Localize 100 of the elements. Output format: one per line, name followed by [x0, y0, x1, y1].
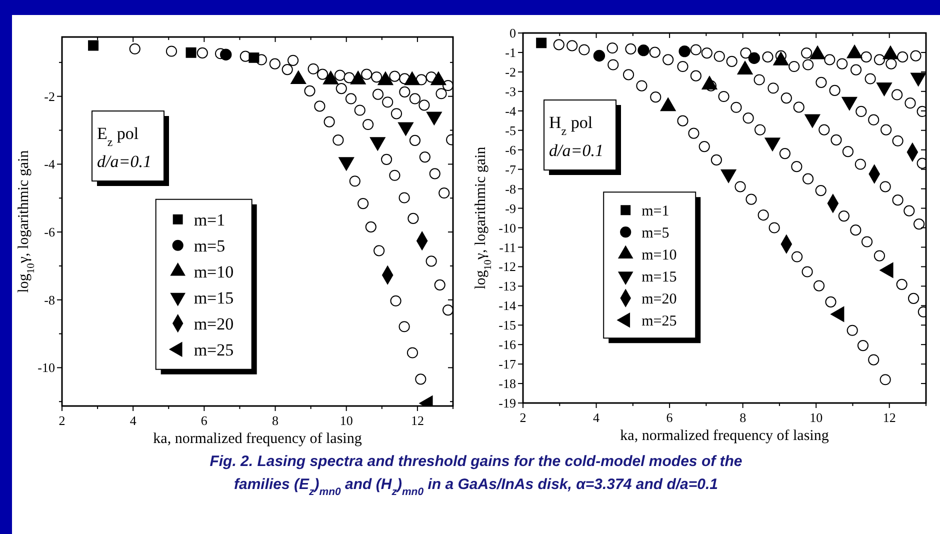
y-tick-label: -2 — [505, 64, 516, 80]
legend-label: m=1 — [642, 203, 670, 220]
x-tick-label: 10 — [340, 413, 353, 428]
point — [288, 54, 299, 66]
point — [415, 374, 426, 385]
caption: Fig. 2. Lasing spectra and threshold gains for the cold-model modes of the — [210, 453, 742, 470]
y-tick-label: 0 — [510, 26, 516, 41]
point — [358, 198, 369, 210]
y-tick-label: -11 — [499, 240, 516, 255]
point — [380, 154, 392, 165]
y-tick-label: -10 — [38, 360, 55, 376]
point — [442, 304, 453, 316]
y-tick-label: -8 — [505, 181, 516, 196]
y-tick-label: -1 — [505, 45, 516, 60]
legend-label: m=20 — [642, 291, 677, 308]
point — [389, 170, 400, 181]
point — [332, 134, 344, 146]
point — [282, 64, 293, 76]
x-tick-label: 4 — [593, 410, 600, 425]
legend-label: m=10 — [194, 262, 234, 282]
legend-label: m=25 — [642, 313, 677, 330]
x-tick-label: 12 — [882, 410, 896, 425]
legend-label: m=10 — [642, 247, 677, 264]
point — [349, 176, 360, 187]
y-tick-label: -5 — [505, 122, 516, 138]
point — [186, 47, 196, 58]
x-tick-label: 4 — [130, 413, 137, 428]
y-tick-label: -7 — [505, 162, 516, 177]
point — [398, 192, 410, 204]
x-tick-label: 6 — [666, 410, 674, 425]
annotation: H$_{z}$ pol — [549, 113, 593, 138]
point — [196, 47, 208, 58]
y-tick-label: -12 — [498, 259, 516, 274]
annotation: d/a=0.1 — [549, 141, 604, 160]
point — [419, 152, 430, 163]
y-tick-label: -10 — [498, 220, 516, 236]
legend-label: m=15 — [642, 269, 677, 286]
x-tick-label: 12 — [410, 413, 424, 428]
point — [372, 88, 384, 100]
y-tick-label: -19 — [498, 396, 516, 411]
legend-label: m=5 — [194, 236, 226, 256]
x-tick-label: 2 — [520, 410, 526, 425]
y-tick-label: -18 — [498, 376, 516, 392]
legend-label: m=25 — [194, 340, 234, 360]
point — [406, 347, 418, 358]
y-tick-label: -14 — [498, 298, 516, 314]
annotation: E$_{z}$ pol — [97, 124, 139, 149]
point — [390, 108, 402, 120]
text: families (E$_{z}$)$_{mn0}$ and (H$_{z}$)$_{mn0}$ in a GaAs/InAs disk, α=3.374 and d/a=0.1 — [234, 476, 718, 498]
legend-label: m=20 — [194, 314, 234, 334]
point — [398, 321, 410, 332]
y-tick-label: -13 — [498, 278, 516, 294]
y-tick-label: -15 — [498, 318, 516, 333]
legend-label: m=1 — [194, 210, 226, 230]
point — [324, 116, 335, 128]
point — [436, 88, 447, 100]
point — [371, 71, 382, 83]
y-tick-label: -4 — [505, 103, 516, 118]
x-tick-label: 8 — [740, 410, 746, 425]
y-tick-label: -4 — [44, 156, 56, 172]
legend-label: m=5 — [642, 225, 670, 242]
x-tick-label: 10 — [810, 410, 823, 425]
point — [354, 104, 366, 116]
point — [365, 221, 376, 232]
y-tick-label: -16 — [498, 337, 516, 352]
point — [361, 68, 372, 80]
point — [317, 68, 328, 80]
point — [382, 96, 394, 108]
point — [409, 93, 421, 104]
point — [418, 100, 430, 111]
point — [88, 40, 99, 51]
y-tick-label: -6 — [505, 142, 516, 158]
point — [336, 83, 347, 94]
point — [399, 86, 410, 98]
point — [409, 134, 421, 146]
y-tick-label: -9 — [505, 200, 516, 216]
annotation: d/a=0.1 — [97, 152, 152, 171]
point — [434, 279, 446, 290]
legend-label: m=15 — [194, 288, 234, 308]
point — [269, 58, 280, 70]
x-axis-title: ka, normalized frequency of lasing — [153, 431, 362, 447]
x-tick-label: 2 — [58, 413, 66, 428]
point — [334, 70, 346, 81]
point — [408, 212, 419, 224]
point — [344, 72, 355, 84]
x-tick-label: 8 — [272, 413, 279, 428]
point — [314, 100, 326, 112]
x-tick-label: 6 — [200, 413, 208, 428]
point — [438, 187, 450, 199]
x-axis-title: ka, normalized frequency of lasing — [620, 428, 830, 444]
point — [390, 295, 402, 306]
point — [426, 256, 437, 267]
point — [429, 168, 440, 180]
point — [374, 245, 385, 256]
point — [389, 70, 400, 82]
point — [345, 93, 357, 104]
point — [304, 85, 316, 96]
point — [129, 43, 140, 54]
y-tick-label: -6 — [44, 224, 56, 240]
point — [166, 46, 178, 57]
